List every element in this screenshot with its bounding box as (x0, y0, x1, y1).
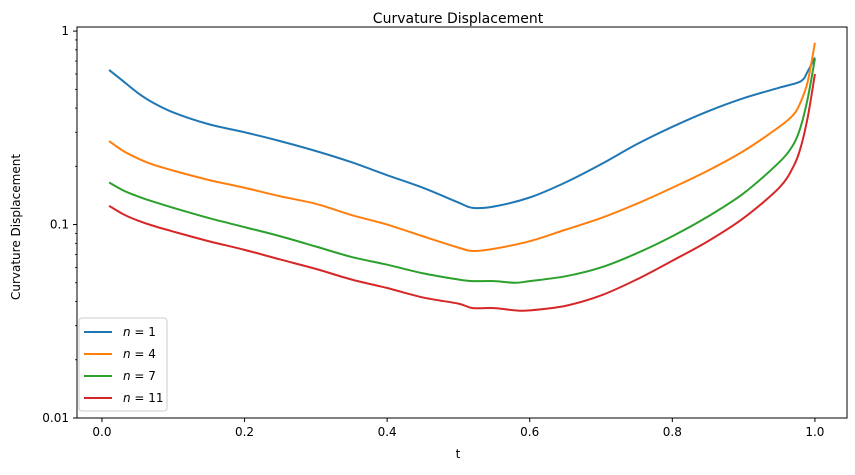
x-tick-label: 0.6 (520, 425, 539, 439)
legend-label-n-4: n = 4 (123, 347, 156, 361)
series-line-n-4 (108, 42, 816, 253)
series-line-n-11 (108, 73, 816, 312)
x-tick-label: 0.4 (378, 425, 397, 439)
legend-box (78, 317, 168, 412)
legend-label-n-7: n = 7 (123, 369, 156, 383)
x-axis-label: t (456, 447, 461, 461)
axes-layer: 0.0 0.2 0.4 0.6 0.8 1.0 0.01 0.1 1 (42, 24, 848, 439)
legend-label-n-1: n = 1 (123, 325, 156, 339)
y-tick-label: 0.1 (50, 218, 69, 232)
series-line-n-7 (108, 58, 816, 284)
x-tick-label: 0.2 (235, 425, 254, 439)
y-tick-label: 0.01 (42, 411, 69, 425)
x-tick-label: 0.8 (663, 425, 682, 439)
y-axis-label: Curvature Displacement (9, 154, 23, 300)
chart-title: Curvature Displacement (373, 11, 544, 27)
legend-label-n-11: n = 11 (123, 391, 164, 405)
x-tick-label: 0.0 (92, 425, 111, 439)
series-line-n-1 (108, 57, 816, 210)
legend: n = 1 n = 4 n = 7 n = 11 (78, 317, 168, 412)
x-tick-label: 1.0 (805, 425, 824, 439)
y-tick-label: 1 (61, 24, 69, 38)
series-layer (108, 42, 816, 312)
plot-frame (76, 26, 848, 419)
